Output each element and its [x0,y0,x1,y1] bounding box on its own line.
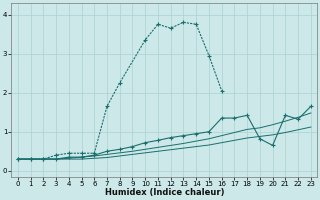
X-axis label: Humidex (Indice chaleur): Humidex (Indice chaleur) [105,188,224,197]
